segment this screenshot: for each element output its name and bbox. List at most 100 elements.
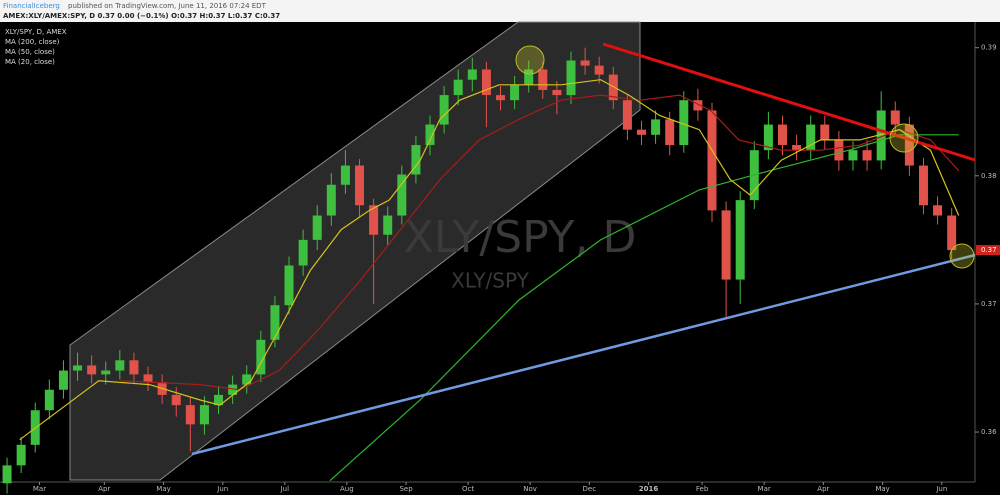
candle-body xyxy=(284,265,294,306)
candle-body xyxy=(707,110,717,211)
candle-body xyxy=(397,174,407,216)
candle-body xyxy=(44,389,54,411)
candle-body xyxy=(735,200,745,280)
candle-body xyxy=(326,184,336,216)
candle-body xyxy=(453,79,463,96)
candle-body xyxy=(608,74,618,101)
candle-body xyxy=(256,339,266,375)
x-tick-label: Apr xyxy=(817,485,829,493)
highlight xyxy=(515,45,545,75)
candle-body xyxy=(496,95,506,101)
candle-body xyxy=(242,374,252,385)
y-tick-label: 0.36 xyxy=(981,428,997,436)
candle-body xyxy=(918,165,928,206)
candle-body xyxy=(693,100,703,111)
candle-body xyxy=(679,100,689,146)
x-tick-label: Oct xyxy=(462,485,474,493)
candle-body xyxy=(510,84,520,101)
candle-body xyxy=(594,65,604,75)
x-tick-label: Jul xyxy=(280,485,290,493)
candle-body xyxy=(651,119,661,135)
header-bar xyxy=(0,0,1000,22)
candle-body xyxy=(340,165,350,185)
candle-body xyxy=(199,405,209,425)
highlight xyxy=(949,243,975,269)
candle-body xyxy=(665,119,675,146)
candle-body xyxy=(481,69,491,96)
legend-entry: MA (200, close) xyxy=(5,38,60,46)
channel xyxy=(69,21,641,481)
quote: AMEX:XLY/AMEX:SPY, D 0.37 0.00 (−0.1%) O… xyxy=(3,12,280,20)
candle-body xyxy=(87,365,97,375)
candle-body xyxy=(467,69,477,80)
x-tick-label: Jun xyxy=(216,485,228,493)
ma-line xyxy=(121,94,960,391)
candle-body xyxy=(298,239,308,266)
candle-body xyxy=(171,394,181,406)
candle-body xyxy=(411,145,421,175)
x-tick-label: Jun xyxy=(935,485,947,493)
candle-body xyxy=(947,215,957,251)
candle-body xyxy=(636,129,646,135)
x-tick-label: Aug xyxy=(340,485,354,493)
legend: XLY/SPY, D, AMEX MA (200, close) MA (50, … xyxy=(5,28,67,66)
x-tick-label: Mar xyxy=(33,485,46,493)
candle-body xyxy=(763,124,773,151)
candle-body xyxy=(890,110,900,125)
candle-body xyxy=(777,124,787,146)
candle-body xyxy=(848,150,858,161)
resistance-line xyxy=(602,42,976,162)
candle-body xyxy=(721,210,731,280)
x-tick-label: Feb xyxy=(696,485,709,493)
candle-body xyxy=(115,360,125,371)
candle-body xyxy=(16,444,26,466)
candle-body xyxy=(792,145,802,151)
y-tick-label: 0.37 xyxy=(981,300,997,308)
candle-body xyxy=(129,360,139,375)
last-price-box xyxy=(976,245,1000,256)
y-tick-label: 0.38 xyxy=(981,172,997,180)
candle-body xyxy=(73,365,83,371)
support-line xyxy=(191,253,976,456)
watermark: XLY/SPY, D xyxy=(404,212,637,263)
x-tick-label: Dec xyxy=(583,485,597,493)
ma-line xyxy=(329,134,959,482)
candle-body xyxy=(101,370,111,375)
candle-body xyxy=(2,465,12,484)
ma-line xyxy=(19,79,960,441)
candle-body xyxy=(876,110,886,161)
candle-body xyxy=(820,124,830,140)
candle-body xyxy=(538,69,548,90)
candle-body xyxy=(185,405,195,425)
candle-body xyxy=(622,100,632,130)
candle-body xyxy=(270,305,280,340)
watermark-sub: XLY/SPY xyxy=(451,269,529,293)
candle-body xyxy=(58,370,68,390)
candle-body xyxy=(524,69,534,85)
marks xyxy=(2,47,960,494)
candle-body xyxy=(369,205,379,235)
candle-body xyxy=(439,95,449,125)
published: published on TradingView.com, June 11, 2… xyxy=(68,2,267,10)
x-tick-label: May xyxy=(156,485,170,493)
candle-body xyxy=(806,124,816,151)
candle-body xyxy=(552,89,562,96)
y-tick-label: 0.39 xyxy=(981,44,997,52)
candle-body xyxy=(355,165,365,206)
x-tick-label: May xyxy=(875,485,889,493)
candle-body xyxy=(933,205,943,216)
x-tick-label: Apr xyxy=(98,485,110,493)
candle-body xyxy=(834,139,844,161)
candle-body xyxy=(862,150,872,161)
candle-body xyxy=(228,384,238,395)
publisher[interactable]: FinancialIceberg xyxy=(3,2,60,10)
last-price-label: 0.37 xyxy=(981,246,997,254)
candle-body xyxy=(566,60,576,96)
legend-entry: MA (20, close) xyxy=(5,58,55,66)
legend-title: XLY/SPY, D, AMEX xyxy=(5,28,67,36)
candle-body xyxy=(904,124,914,166)
candle-body xyxy=(580,60,590,66)
legend-entry: MA (50, close) xyxy=(5,48,55,56)
